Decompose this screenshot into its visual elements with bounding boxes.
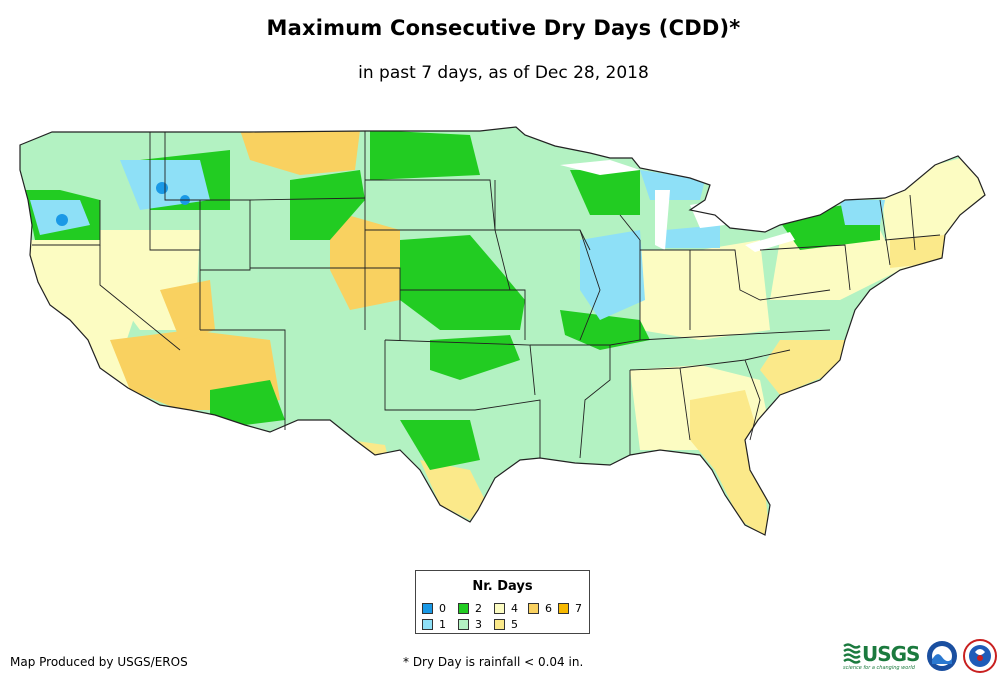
noaa-logo bbox=[927, 641, 957, 671]
legend-title: Nr. Days bbox=[472, 579, 533, 594]
map-subtitle: in past 7 days, as of Dec 28, 2018 bbox=[358, 63, 649, 83]
legend: Nr. Days 0 1 2 3 4 5 6 7 bbox=[415, 570, 590, 634]
legend-swatch-5 bbox=[494, 618, 505, 630]
map-credit: Map Produced by USGS/EROS bbox=[10, 655, 188, 669]
legend-item-5: 5 bbox=[494, 617, 518, 631]
legend-label-3: 3 bbox=[475, 617, 482, 631]
legend-label-2: 2 bbox=[475, 601, 482, 615]
dry-day-footnote: * Dry Day is rainfall < 0.04 in. bbox=[403, 655, 584, 669]
cdd-fill-layer bbox=[20, 127, 985, 535]
legend-item-4: 4 bbox=[494, 601, 518, 615]
lake-michigan bbox=[655, 190, 670, 250]
legend-item-6: 6 bbox=[528, 601, 552, 615]
legend-item-1: 1 bbox=[422, 617, 446, 631]
legend-label-6: 6 bbox=[545, 601, 552, 615]
nws-logo bbox=[963, 639, 997, 673]
state-boundaries bbox=[32, 131, 941, 459]
legend-label-4: 4 bbox=[511, 601, 518, 615]
legend-swatch-0 bbox=[422, 602, 433, 614]
agency-logos: USGS science for a changing world bbox=[842, 638, 1002, 678]
legend-label-7: 7 bbox=[575, 601, 582, 615]
legend-label-0: 0 bbox=[439, 601, 446, 615]
usgs-tagline: science for a changing world bbox=[843, 665, 915, 671]
legend-swatch-4 bbox=[494, 602, 505, 614]
legend-swatch-7 bbox=[558, 602, 569, 614]
legend-item-2: 2 bbox=[458, 601, 482, 615]
usgs-logo-text: USGS bbox=[862, 642, 920, 666]
map-title: Maximum Consecutive Dry Days (CDD)* bbox=[266, 16, 741, 40]
logo-graphics bbox=[843, 639, 997, 673]
lake-superior bbox=[560, 160, 640, 175]
legend-item-7: 7 bbox=[558, 601, 582, 615]
legend-swatch-3 bbox=[458, 618, 469, 630]
legend-label-1: 1 bbox=[439, 617, 446, 631]
legend-item-3: 3 bbox=[458, 617, 482, 631]
lake-erie bbox=[745, 232, 795, 252]
legend-label-5: 5 bbox=[511, 617, 518, 631]
legend-swatch-1 bbox=[422, 618, 433, 630]
legend-swatch-2 bbox=[458, 602, 469, 614]
legend-item-0: 0 bbox=[422, 601, 446, 615]
usgs-logo bbox=[843, 643, 861, 664]
legend-swatch-6 bbox=[528, 602, 539, 614]
